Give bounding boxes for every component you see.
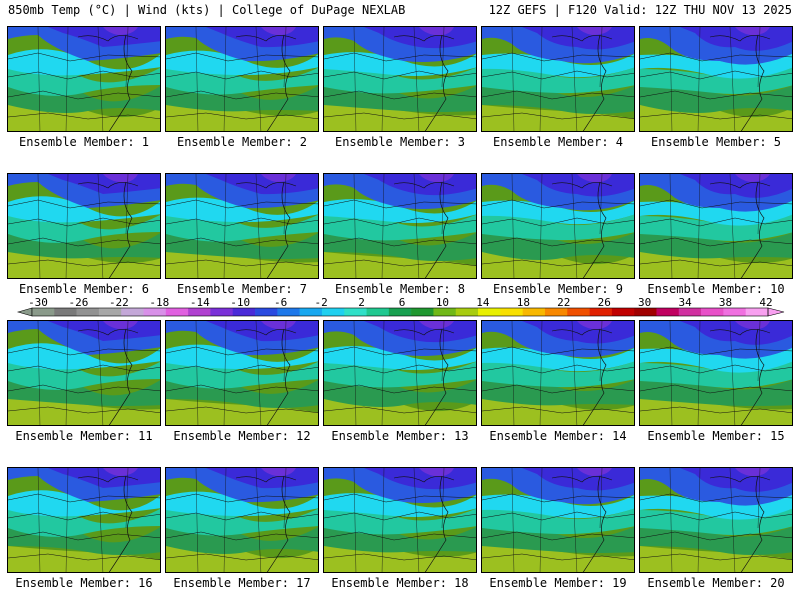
colorbar-segment	[478, 308, 501, 316]
ensemble-member-map	[481, 26, 635, 132]
colorbar-tick-label: -22	[108, 296, 129, 309]
ensemble-member-map	[639, 320, 793, 426]
ensemble-member-label: Ensemble Member: 7	[176, 282, 308, 296]
colorbar-tick-label: 34	[678, 296, 692, 309]
colorbar-segment	[54, 308, 77, 316]
ensemble-member-label: Ensemble Member: 6	[18, 282, 150, 296]
ensemble-member-label: Ensemble Member: 5	[650, 135, 782, 149]
colorbar-segment	[634, 308, 657, 316]
colorbar-segment	[188, 308, 211, 316]
colorbar-tick-label: -6	[274, 296, 288, 309]
ensemble-member-label: Ensemble Member: 19	[489, 576, 627, 590]
ensemble-member-map	[323, 26, 477, 132]
colorbar-segment	[232, 308, 256, 316]
ensemble-member-label: Ensemble Member: 1	[18, 135, 150, 149]
ensemble-member-label: Ensemble Member: 10	[647, 282, 785, 296]
ensemble-member-map	[481, 320, 635, 426]
colorbar-tick-label: -30	[28, 296, 48, 309]
colorbar-segment	[567, 308, 590, 316]
colorbar-segment	[723, 308, 746, 316]
colorbar-tick-label: -14	[189, 296, 210, 309]
colorbar-tick-label: -26	[68, 296, 89, 309]
colorbar-tick-label: 22	[557, 296, 571, 309]
colorbar-segment	[701, 308, 724, 316]
ensemble-member-map	[165, 467, 319, 573]
ensemble-member-map	[7, 26, 161, 132]
ensemble-member-label: Ensemble Member: 13	[331, 429, 469, 443]
ensemble-member-map	[639, 26, 793, 132]
ensemble-member-label: Ensemble Member: 18	[331, 576, 469, 590]
ensemble-member-label: Ensemble Member: 3	[334, 135, 466, 149]
ensemble-member-label: Ensemble Member: 2	[176, 135, 308, 149]
ensemble-member-label: Ensemble Member: 14	[489, 429, 627, 443]
colorbar-segment	[366, 308, 390, 316]
ensemble-member-label: Ensemble Member: 16	[15, 576, 153, 590]
ensemble-member-label: Ensemble Member: 4	[492, 135, 624, 149]
ensemble-member-label: Ensemble Member: 20	[647, 576, 785, 590]
ensemble-member-label: Ensemble Member: 17	[173, 576, 311, 590]
colorbar-tick-label: 18	[516, 296, 530, 309]
colorbar-segment	[321, 308, 345, 316]
colorbar-tick-label: 14	[476, 296, 490, 309]
colorbar-segment	[299, 308, 323, 316]
colorbar-segment	[589, 308, 613, 316]
colorbar-tick-label: 2	[358, 296, 365, 309]
ensemble-member-map	[323, 320, 477, 426]
colorbar-segment	[277, 308, 300, 316]
colorbar-tick-label: 38	[718, 296, 733, 309]
ensemble-member-label: Ensemble Member: 9	[492, 282, 624, 296]
ensemble-member-map	[7, 173, 161, 279]
colorbar-segment	[121, 308, 144, 316]
colorbar-segment	[411, 308, 434, 316]
colorbar-segment	[98, 308, 122, 316]
colorbar-tick-label: 6	[398, 296, 406, 309]
ensemble-member-map	[165, 320, 319, 426]
colorbar-segment	[143, 308, 167, 316]
colorbar-segment	[344, 308, 367, 316]
map-title: 850mb Temp (°C) | Wind (kts) | College o…	[8, 3, 406, 17]
colorbar-segment	[522, 308, 546, 316]
ensemble-member-map	[639, 467, 793, 573]
temperature-colorbar	[16, 307, 785, 317]
colorbar-segment	[656, 308, 680, 316]
colorbar-segment	[500, 308, 523, 316]
colorbar-tick-label: 10	[435, 296, 450, 309]
ensemble-member-map	[7, 467, 161, 573]
ensemble-member-map	[481, 467, 635, 573]
ensemble-member-map	[323, 173, 477, 279]
colorbar-segment	[32, 308, 55, 316]
ensemble-member-map	[481, 173, 635, 279]
ensemble-member-map	[323, 467, 477, 573]
colorbar-segment	[210, 308, 234, 316]
ensemble-member-map	[639, 173, 793, 279]
ensemble-member-map	[165, 173, 319, 279]
ensemble-member-map	[165, 26, 319, 132]
valid-time-label: 12Z GEFS | F120 Valid: 12Z THU NOV 13 20…	[488, 3, 792, 17]
colorbar-tick-label: 42	[759, 296, 773, 309]
colorbar-tick-label: -2	[314, 296, 328, 309]
colorbar-segment	[678, 308, 702, 316]
ensemble-member-label: Ensemble Member: 8	[334, 282, 466, 296]
colorbar-segment	[255, 308, 278, 316]
colorbar-tick-label: -10	[230, 296, 251, 309]
colorbar-segment	[165, 308, 189, 316]
colorbar-segment	[544, 308, 568, 316]
colorbar-segment	[433, 308, 457, 316]
ensemble-member-map	[7, 320, 161, 426]
colorbar-tick-label: -18	[149, 296, 170, 309]
ensemble-member-label: Ensemble Member: 12	[173, 429, 311, 443]
ensemble-member-label: Ensemble Member: 11	[15, 429, 153, 443]
ensemble-member-label: Ensemble Member: 15	[647, 429, 785, 443]
colorbar-segment	[745, 308, 769, 316]
colorbar-segment	[455, 308, 479, 316]
colorbar-tick-label: 26	[597, 296, 611, 309]
colorbar-segment	[611, 308, 635, 316]
colorbar-segment	[388, 308, 412, 316]
colorbar-segment	[76, 308, 100, 316]
colorbar-tick-label: 30	[638, 296, 652, 309]
